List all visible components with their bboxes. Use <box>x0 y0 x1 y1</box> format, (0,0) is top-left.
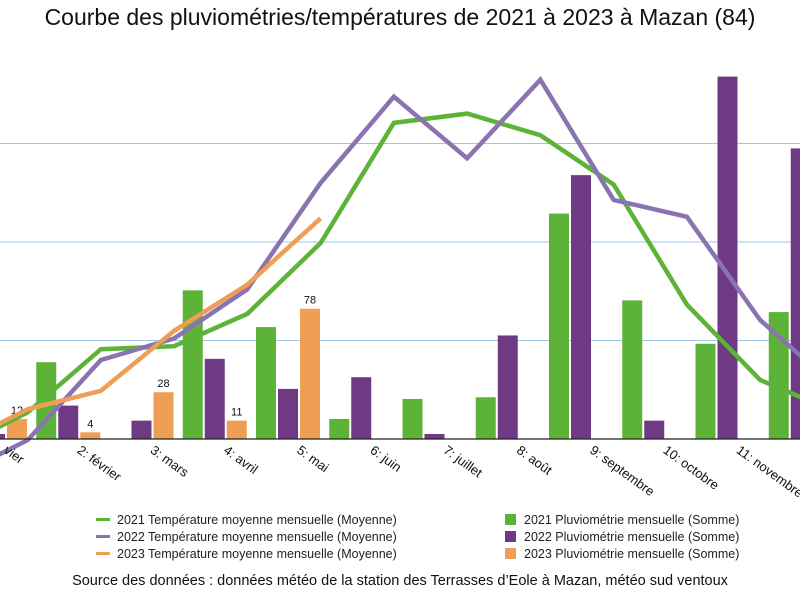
legend-label: 2022 Pluviométrie mensuelle (Somme) <box>524 529 740 544</box>
bar <box>351 377 372 439</box>
x-tick-label: vier <box>1 442 27 467</box>
x-axis: vier 2: février 3: mars 4: avril 5: mai 6: ju… <box>0 438 800 501</box>
legend-label: 2022 Température moyenne mensuelle (Moye… <box>117 529 397 544</box>
bars <box>0 76 800 440</box>
legend-swatch <box>505 531 516 542</box>
legend-item-rain-2022: 2022 Pluviométrie mensuelle (Somme) <box>505 528 739 545</box>
temperature-line <box>0 216 323 426</box>
legend-item-rain-2023: 2023 Pluviométrie mensuelle (Somme) <box>505 545 739 562</box>
legend-item-rain-2021: 2021 Pluviométrie mensuelle (Somme) <box>505 511 739 528</box>
bar <box>549 213 569 439</box>
legend-label: 2021 Pluviométrie mensuelle (Somme) <box>524 512 740 527</box>
bar <box>300 308 320 439</box>
x-tick-label: 10: octobre <box>660 442 721 492</box>
bar <box>131 420 152 439</box>
bar <box>58 405 79 439</box>
legend-item-temp-2023: 2023 Température moyenne mensuelle (Moye… <box>96 545 397 562</box>
bar <box>7 418 27 439</box>
chart-title: Courbe des pluviométries/températures de… <box>44 4 756 30</box>
bar <box>695 343 716 439</box>
bar <box>204 358 225 439</box>
bar <box>622 300 643 439</box>
temperature-line <box>0 75 800 457</box>
legend-lines: 2021 Température moyenne mensuelle (Moye… <box>96 511 397 562</box>
bar <box>475 397 496 439</box>
x-tick-label: 6: juin <box>367 442 404 475</box>
bar <box>256 327 276 439</box>
bar <box>278 388 298 439</box>
bar <box>153 392 174 439</box>
legend-bars: 2021 Pluviométrie mensuelle (Somme) 2022… <box>505 511 739 562</box>
legend-item-temp-2022: 2022 Température moyenne mensuelle (Moye… <box>96 528 397 545</box>
legend-label: 2023 Pluviométrie mensuelle (Somme) <box>524 546 740 561</box>
bar-data-label: 28 <box>157 378 169 390</box>
legend-swatch <box>96 518 110 521</box>
legend-swatch <box>505 548 516 559</box>
x-tick-label: 3: mars <box>148 442 192 480</box>
bar <box>790 148 800 440</box>
temperature-lines <box>0 75 800 457</box>
x-tick-label: 4: avril <box>221 442 261 477</box>
legend-item-temp-2021: 2021 Température moyenne mensuelle (Moye… <box>96 511 397 528</box>
bar <box>0 433 5 439</box>
legend-swatch <box>96 552 110 555</box>
bar-data-label: 78 <box>304 295 316 307</box>
temperature-line <box>0 111 800 429</box>
bar-data-label: 11 <box>231 407 242 419</box>
bar <box>329 418 350 439</box>
bar <box>80 432 101 439</box>
x-tick-label: 5: mai <box>294 442 332 475</box>
x-tick-label: 2: février <box>74 442 124 484</box>
x-tick-label: 8: août <box>514 442 555 478</box>
x-tick-label: 11: novembre <box>734 442 800 500</box>
x-tick-label: 9: septembre <box>587 442 657 499</box>
bar <box>571 175 591 439</box>
x-tick-label: 7: juillet <box>441 442 486 480</box>
legend-swatch <box>96 535 110 538</box>
bar <box>497 335 518 439</box>
bar-data-label: 4 <box>87 418 93 430</box>
legend-label: 2023 Température moyenne mensuelle (Moye… <box>117 546 397 561</box>
bar <box>402 398 423 439</box>
bar <box>36 362 57 439</box>
bar <box>644 420 665 439</box>
bar <box>717 76 738 440</box>
bar <box>226 420 247 439</box>
bar <box>424 433 445 439</box>
legend-label: 2021 Température moyenne mensuelle (Moye… <box>117 512 397 527</box>
source-note: Source des données : données météo de la… <box>72 573 728 589</box>
legend-swatch <box>505 514 516 525</box>
